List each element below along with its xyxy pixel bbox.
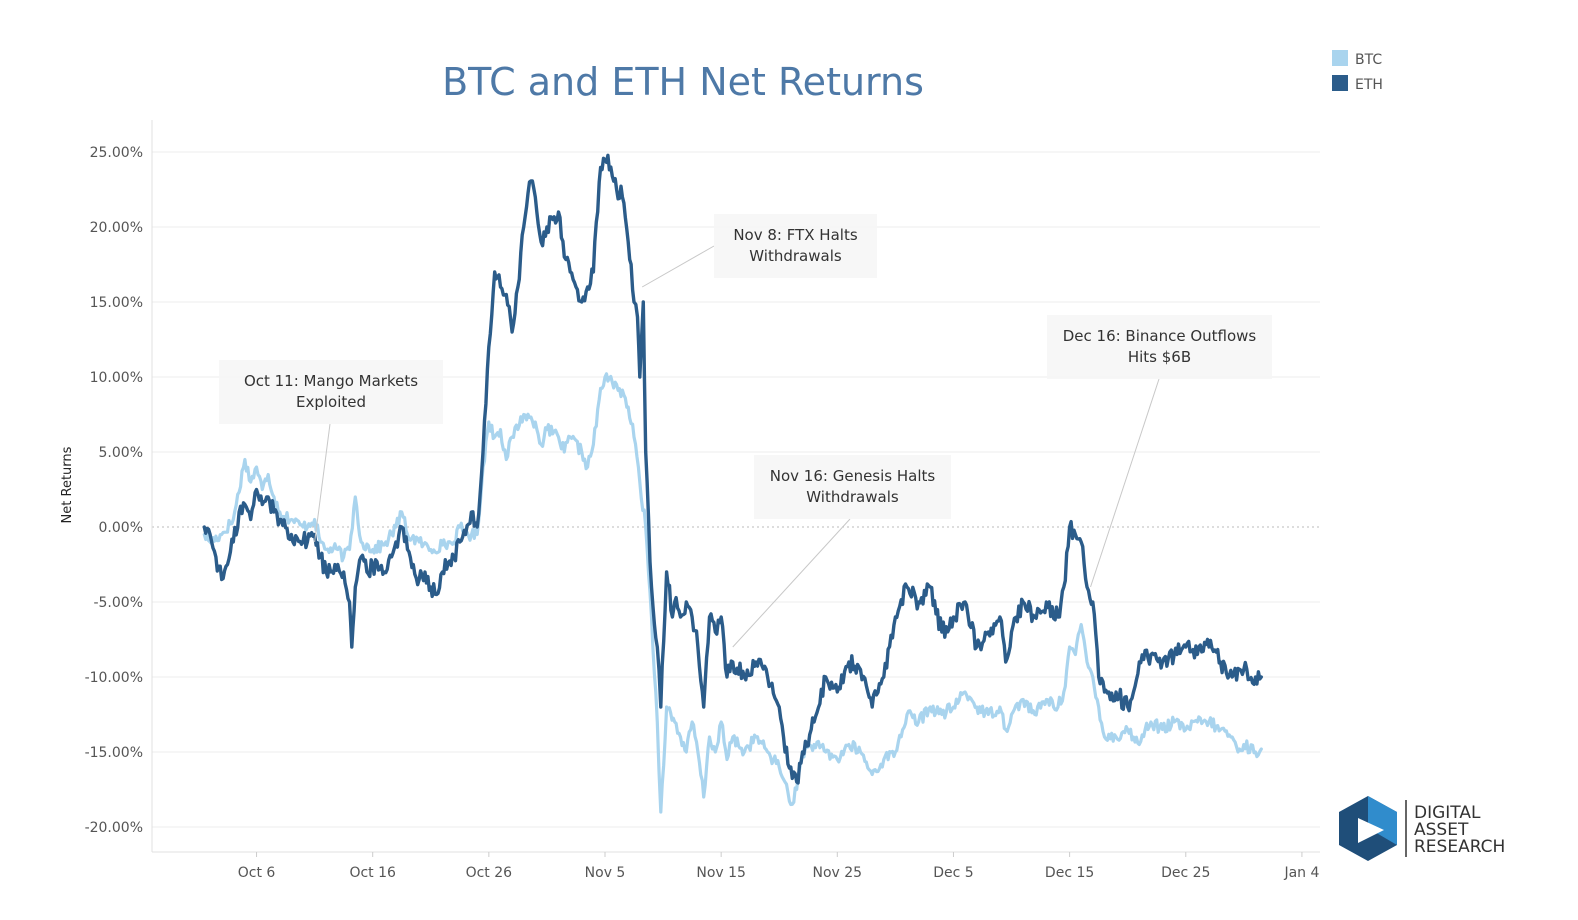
brand-logo: DIGITAL ASSET RESEARCH xyxy=(1339,796,1505,861)
legend-item-btc[interactable]: BTC xyxy=(1332,50,1382,68)
play-cube-icon xyxy=(1339,796,1397,861)
annotation-text: Hits $6B xyxy=(1128,348,1191,366)
y-axis-label: Net Returns xyxy=(60,446,75,523)
y-axis: 25.00% 20.00% 15.00% 10.00% 5.00% 0.00% -5.00%… xyxy=(85,120,153,852)
chart-title: BTC and ETH Net Returns xyxy=(442,60,924,104)
x-axis: Oct 6 Oct 16 Oct 26 Nov 5 Nov 15 Nov 25 Dec 5 D… xyxy=(152,851,1320,881)
legend-swatch-btc xyxy=(1332,50,1348,66)
y-tick-label: 20.00% xyxy=(90,220,143,236)
annotation-leader-line xyxy=(314,423,331,543)
annotation-nov16: Nov 16: Genesis Halts Withdrawals xyxy=(732,455,951,648)
annotation-box xyxy=(1047,315,1272,379)
legend-label-btc: BTC xyxy=(1355,52,1382,68)
x-tick-label: Nov 15 xyxy=(696,865,746,881)
annotation-leader-line xyxy=(732,518,851,648)
x-tick-label: Nov 5 xyxy=(585,865,626,881)
x-tick-label: Jan 4 xyxy=(1283,865,1319,881)
y-tick-label: -20.00% xyxy=(85,820,143,836)
annotation-dec16: Dec 16: Binance Outflows Hits $6B xyxy=(1047,315,1272,588)
series-lines xyxy=(202,153,1263,814)
brand-line-asset: ASSET xyxy=(1414,820,1469,840)
annotation-box xyxy=(714,214,877,278)
annotation-nov8: Nov 8: FTX Halts Withdrawals xyxy=(641,214,877,288)
x-tick-label: Oct 16 xyxy=(349,865,396,881)
x-tick-label: Oct 6 xyxy=(238,865,276,881)
x-tick-label: Oct 26 xyxy=(466,865,513,881)
annotation-text: Oct 11: Mango Markets xyxy=(244,372,418,390)
annotation-leader-line xyxy=(1090,378,1160,588)
y-tick-label: 10.00% xyxy=(90,370,143,386)
series-line-eth xyxy=(202,153,1263,785)
x-tick-label: Dec 5 xyxy=(933,865,973,881)
x-tick-label: Nov 25 xyxy=(813,865,863,881)
annotation-text: Nov 8: FTX Halts xyxy=(733,226,857,244)
annotation-oct11: Oct 11: Mango Markets Exploited xyxy=(219,360,443,543)
y-tick-label: 0.00% xyxy=(99,520,143,536)
annotation-text: Nov 16: Genesis Halts xyxy=(770,467,936,485)
legend-swatch-eth xyxy=(1332,75,1348,91)
annotation-text: Dec 16: Binance Outflows xyxy=(1063,327,1257,345)
x-tick-label: Dec 15 xyxy=(1045,865,1094,881)
series-line-btc xyxy=(202,372,1263,814)
annotation-leader-line xyxy=(641,245,715,288)
annotation-text: Withdrawals xyxy=(749,247,842,265)
y-tick-label: -10.00% xyxy=(85,670,143,686)
x-tick-label: Dec 25 xyxy=(1161,865,1210,881)
annotation-text: Withdrawals xyxy=(806,488,899,506)
legend-label-eth: ETH xyxy=(1355,77,1383,93)
brand-line-research: RESEARCH xyxy=(1414,837,1505,857)
brand-line-digital: DIGITAL xyxy=(1414,803,1481,823)
legend: BTC ETH xyxy=(1332,50,1383,93)
annotation-box xyxy=(219,360,443,424)
legend-item-eth[interactable]: ETH xyxy=(1332,75,1383,93)
y-tick-label: 15.00% xyxy=(90,295,143,311)
y-tick-label: 25.00% xyxy=(90,145,143,161)
y-tick-label: -5.00% xyxy=(93,595,143,611)
y-tick-label: -15.00% xyxy=(85,745,143,761)
annotation-box xyxy=(754,455,951,519)
annotation-text: Exploited xyxy=(296,393,366,411)
annotations: Oct 11: Mango Markets Exploited Nov 8: FTX… xyxy=(219,214,1272,648)
y-tick-label: 5.00% xyxy=(99,445,143,461)
